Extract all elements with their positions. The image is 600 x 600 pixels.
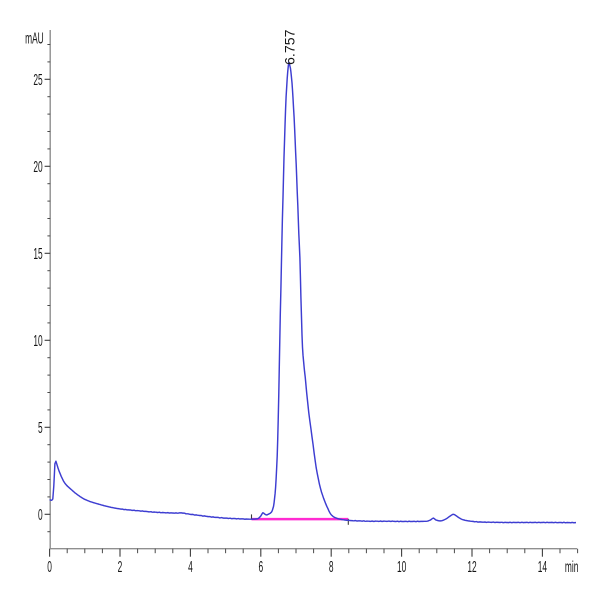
svg-text:2: 2 <box>118 559 123 576</box>
svg-text:10: 10 <box>33 332 42 349</box>
svg-text:14: 14 <box>538 559 547 576</box>
svg-text:5: 5 <box>38 419 43 436</box>
svg-text:0: 0 <box>38 506 43 523</box>
svg-text:15: 15 <box>33 245 42 262</box>
svg-text:10: 10 <box>397 559 406 576</box>
svg-text:12: 12 <box>467 559 476 576</box>
svg-text:4: 4 <box>188 559 193 576</box>
svg-text:6.757: 6.757 <box>283 29 299 65</box>
svg-text:8: 8 <box>329 559 334 576</box>
svg-text:25: 25 <box>33 71 42 88</box>
svg-text:min: min <box>565 558 579 575</box>
svg-text:mAU: mAU <box>25 30 44 47</box>
svg-text:20: 20 <box>33 158 42 175</box>
svg-text:6: 6 <box>258 559 263 576</box>
svg-text:0: 0 <box>47 559 52 576</box>
